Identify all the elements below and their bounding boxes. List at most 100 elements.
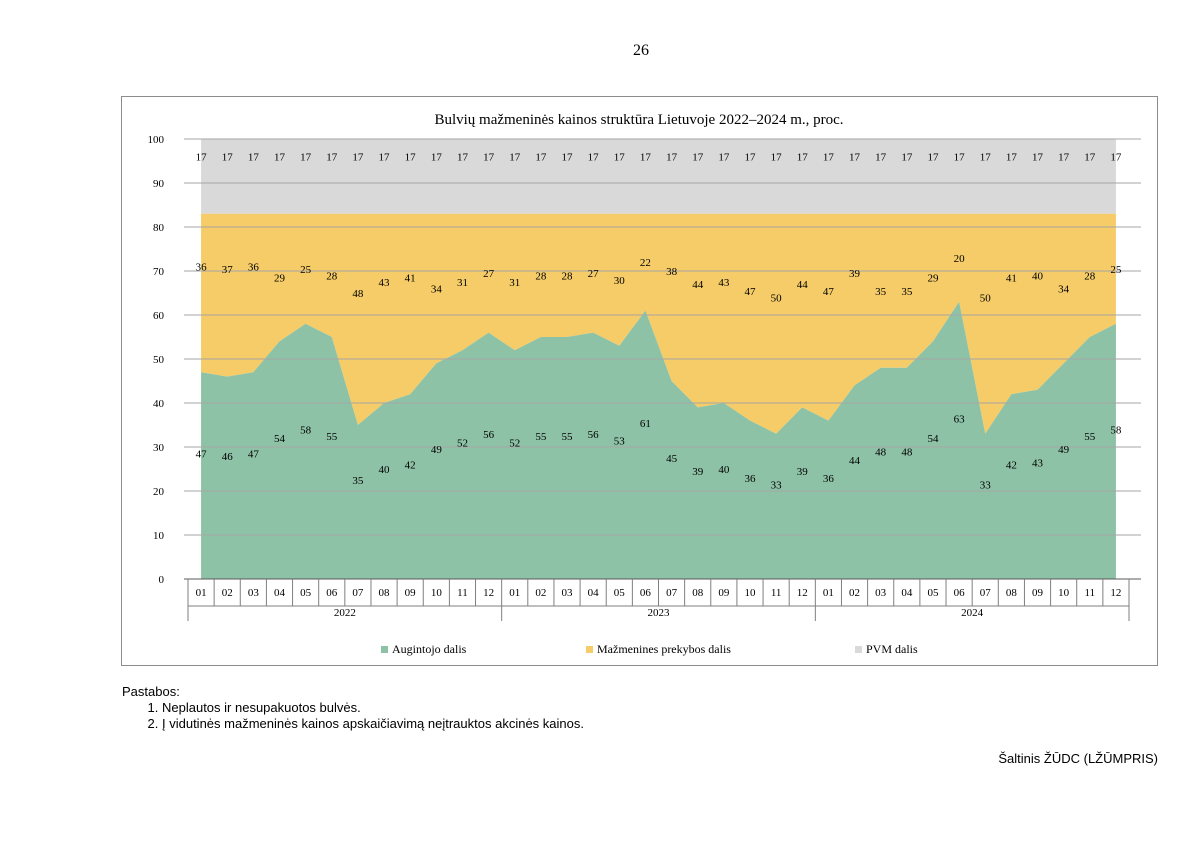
y-tick-label: 30	[153, 442, 165, 454]
y-tick-label: 90	[153, 178, 165, 190]
x-tick-label: 12	[1110, 587, 1121, 599]
x-tick-label: 10	[744, 587, 756, 599]
chart-frame	[121, 96, 1158, 666]
data-label-prekybos: 28	[562, 270, 574, 282]
data-label-prekybos: 31	[457, 277, 468, 289]
data-label-augintojo: 47	[196, 449, 208, 461]
source-note: Šaltinis ŽŪDC (LŽŪMPRIS)	[998, 751, 1158, 766]
x-tick-label: 06	[640, 587, 652, 599]
x-year-label: 2022	[334, 607, 356, 619]
x-tick-label: 10	[431, 587, 443, 599]
data-label-prekybos: 28	[535, 270, 547, 282]
x-tick-label: 01	[823, 587, 834, 599]
x-tick-label: 04	[901, 587, 913, 599]
data-label-pvm: 17	[509, 152, 520, 164]
x-tick-label: 06	[326, 587, 338, 599]
data-label-augintojo: 55	[535, 431, 547, 443]
chart-title: Bulvių mažmeninės kainos struktūra Lietu…	[434, 112, 843, 128]
x-year-label: 2024	[961, 607, 984, 619]
notes: Pastabos: Neplautos ir nesupakuotos bulv…	[122, 684, 584, 732]
data-label-prekybos: 43	[379, 277, 391, 289]
data-label-augintojo: 61	[640, 418, 651, 430]
y-tick-label: 70	[153, 266, 165, 278]
data-label-prekybos: 47	[744, 286, 756, 298]
data-label-augintojo: 46	[222, 451, 234, 463]
x-tick-label: 11	[771, 587, 782, 599]
data-label-prekybos: 35	[901, 286, 913, 298]
data-label-pvm: 17	[196, 152, 208, 164]
x-tick-label: 10	[1058, 587, 1070, 599]
data-label-augintojo: 48	[901, 446, 913, 458]
data-label-augintojo: 56	[588, 429, 600, 441]
legend-item-pvm: PVM dalis	[855, 642, 918, 657]
y-tick-label: 50	[153, 354, 165, 366]
data-label-prekybos: 48	[352, 288, 364, 300]
data-label-augintojo: 40	[379, 464, 391, 476]
data-label-augintojo: 63	[954, 413, 966, 425]
x-tick-label: 09	[405, 587, 417, 599]
data-label-prekybos: 27	[483, 268, 495, 280]
y-tick-label: 10	[153, 530, 165, 542]
legend-swatch-prekybos	[586, 646, 593, 653]
data-label-pvm: 17	[771, 152, 783, 164]
x-tick-label: 08	[379, 587, 391, 599]
legend-label-pvm: PVM dalis	[866, 642, 918, 656]
data-label-augintojo: 40	[718, 464, 730, 476]
x-tick-label: 03	[248, 587, 260, 599]
x-year-label: 2023	[648, 607, 671, 619]
x-tick-label: 06	[954, 587, 966, 599]
data-label-pvm: 17	[692, 152, 704, 164]
data-label-pvm: 17	[248, 152, 260, 164]
area-augintojo-dalis	[201, 301, 1116, 579]
data-label-pvm: 17	[222, 152, 234, 164]
x-tick-label: 05	[927, 587, 939, 599]
data-label-augintojo: 55	[1084, 431, 1096, 443]
x-tick-label: 08	[692, 587, 704, 599]
y-tick-label: 40	[153, 398, 165, 410]
data-label-pvm: 17	[954, 152, 966, 164]
data-label-pvm: 17	[980, 152, 992, 164]
data-label-pvm: 17	[640, 152, 652, 164]
data-label-pvm: 17	[483, 152, 495, 164]
legend-item-prekybos: Mažmenines prekybos dalis	[586, 642, 731, 657]
area-mazmenines-prekybos-dalis	[201, 213, 1116, 434]
data-label-augintojo: 54	[927, 433, 939, 445]
data-label-augintojo: 36	[823, 473, 835, 485]
data-label-prekybos: 29	[274, 273, 286, 285]
x-tick-label: 12	[483, 587, 494, 599]
data-label-pvm: 17	[901, 152, 913, 164]
data-label-augintojo: 39	[797, 466, 809, 478]
data-label-augintojo: 36	[744, 473, 756, 485]
x-tick-label: 11	[1084, 587, 1095, 599]
data-label-pvm: 17	[535, 152, 547, 164]
data-label-pvm: 17	[1032, 152, 1044, 164]
x-tick-label: 01	[196, 587, 207, 599]
x-tick-label: 05	[300, 587, 312, 599]
data-label-augintojo: 48	[875, 446, 887, 458]
data-label-prekybos: 20	[954, 253, 966, 265]
x-tick-label: 01	[509, 587, 520, 599]
data-label-pvm: 17	[797, 152, 809, 164]
data-label-prekybos: 41	[1006, 273, 1017, 285]
legend-swatch-pvm	[855, 646, 862, 653]
notes-heading: Pastabos:	[122, 684, 180, 699]
data-label-augintojo: 49	[431, 444, 443, 456]
x-tick-label: 02	[535, 587, 546, 599]
data-label-augintojo: 52	[457, 438, 468, 450]
note-item: Neplautos ir nesupakuotos bulvės.	[162, 700, 584, 716]
data-label-pvm: 17	[1006, 152, 1018, 164]
data-label-pvm: 17	[666, 152, 678, 164]
legend-swatch-augintojo	[381, 646, 388, 653]
chart-area: Bulvių mažmeninės kainos struktūra Lietu…	[148, 112, 1141, 621]
data-label-pvm: 17	[405, 152, 417, 164]
x-tick-label: 04	[274, 587, 286, 599]
legend-item-augintojo: Augintojo dalis	[381, 642, 466, 657]
data-label-augintojo: 55	[562, 431, 574, 443]
data-label-augintojo: 49	[1058, 444, 1070, 456]
x-tick-label: 08	[1006, 587, 1018, 599]
data-label-augintojo: 58	[300, 424, 312, 436]
y-tick-label: 60	[153, 310, 165, 322]
data-label-augintojo: 52	[509, 438, 520, 450]
data-label-pvm: 17	[1110, 152, 1122, 164]
data-label-prekybos: 25	[1110, 264, 1122, 276]
